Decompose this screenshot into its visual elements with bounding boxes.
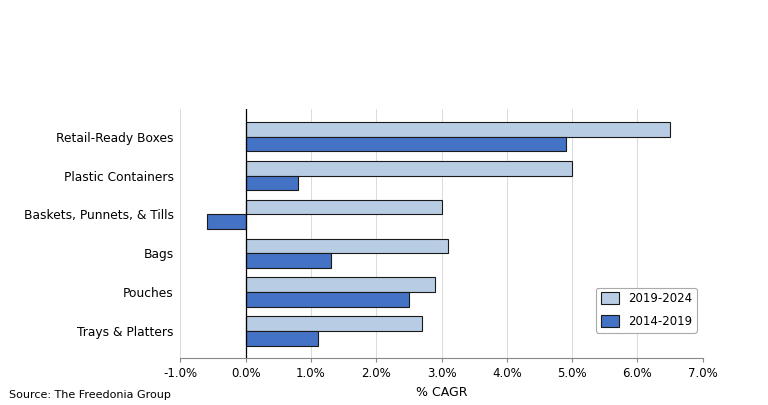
Bar bbox=[246, 175, 298, 190]
Text: Freedonia®: Freedonia® bbox=[598, 81, 676, 94]
Text: Figure 3-6 | Comparative Demand Growth: Produce Plastic Containers & Competitive: Figure 3-6 | Comparative Demand Growth: … bbox=[9, 17, 768, 47]
Bar bbox=[246, 316, 422, 331]
Text: Source: The Freedonia Group: Source: The Freedonia Group bbox=[9, 390, 171, 400]
Legend: 2019-2024, 2014-2019: 2019-2024, 2014-2019 bbox=[596, 288, 697, 333]
X-axis label: % CAGR: % CAGR bbox=[415, 386, 468, 399]
Bar bbox=[246, 122, 670, 136]
Bar bbox=[246, 277, 435, 292]
Bar bbox=[207, 214, 246, 229]
Bar bbox=[246, 136, 565, 151]
Bar bbox=[246, 331, 318, 346]
Bar bbox=[246, 161, 572, 175]
Bar bbox=[246, 239, 448, 254]
Bar bbox=[246, 200, 442, 214]
Bar bbox=[246, 254, 330, 268]
Bar bbox=[246, 292, 409, 307]
